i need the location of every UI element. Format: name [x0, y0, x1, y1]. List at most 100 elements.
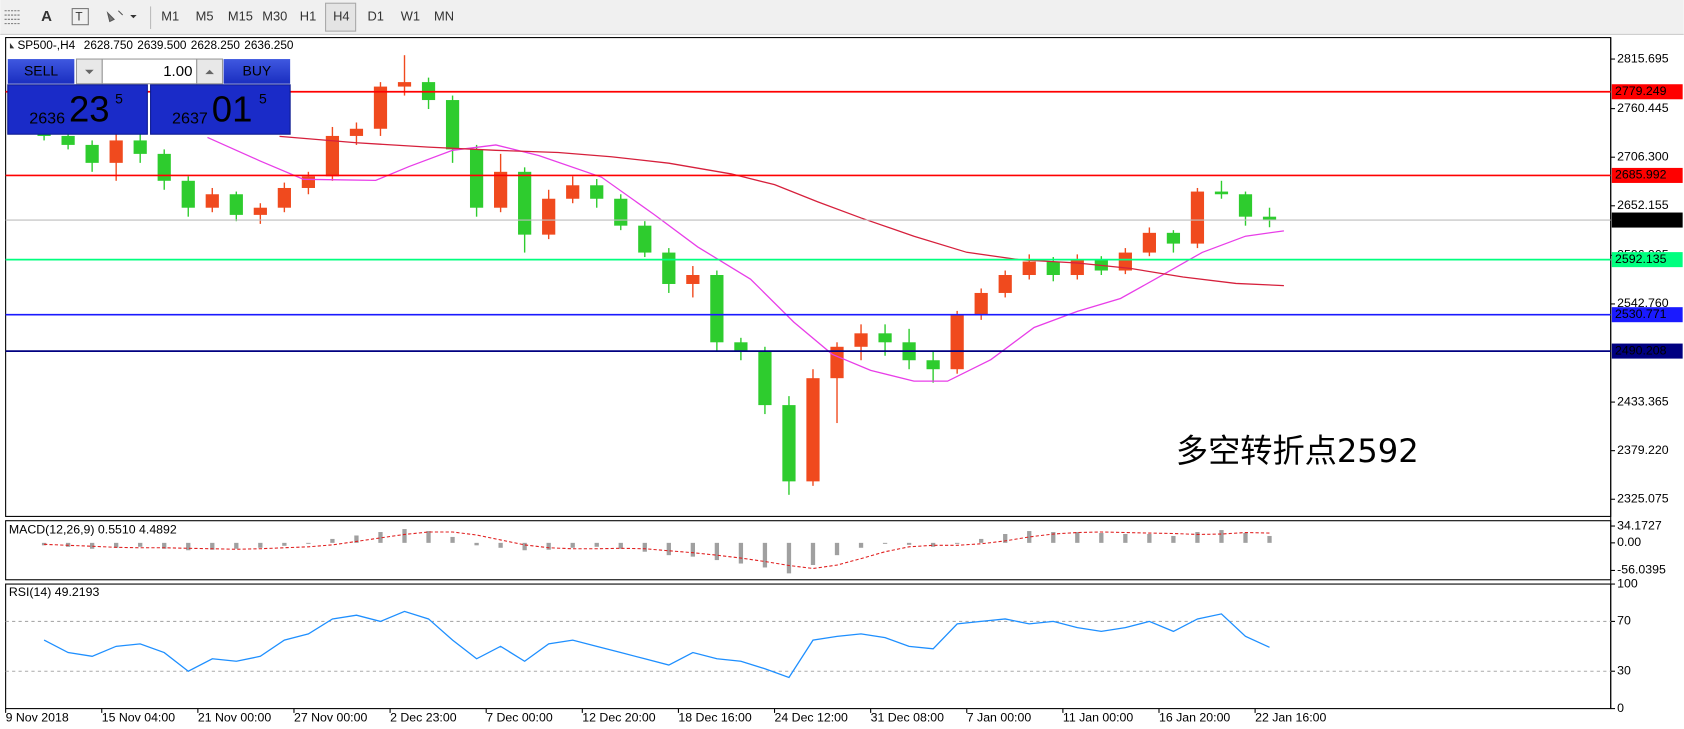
macd-bar [786, 542, 792, 574]
x-tick-label: 27 Nov 00:00 [294, 711, 367, 725]
macd-bar [210, 542, 215, 550]
tool-lines-icon[interactable] [4, 10, 20, 25]
drawing-tools[interactable]: A T [4, 6, 152, 29]
open-price: 2628.750 [84, 38, 134, 52]
tool-label-icon[interactable] [71, 8, 89, 26]
candle-body [926, 360, 940, 370]
x-tick-label: 21 Nov 00:00 [198, 711, 271, 725]
candle-body [494, 171, 508, 208]
price-level-tag [1611, 252, 1683, 268]
macd-bar [1147, 534, 1152, 543]
macd-bar [1267, 535, 1272, 543]
candle-body [734, 342, 748, 352]
macd-bar [474, 542, 479, 546]
macd-bar [882, 542, 888, 544]
timeframe-button[interactable]: W1 [401, 9, 420, 24]
candle-body [518, 171, 532, 235]
tool-arrows-icon[interactable] [106, 10, 124, 23]
macd-bar [1051, 532, 1056, 543]
moving-average [279, 135, 1284, 287]
candle-body [758, 351, 772, 406]
macd-bar [138, 542, 143, 547]
candle-body [614, 198, 628, 226]
candle-body [205, 194, 219, 208]
symbol: SP500-,H4 [17, 38, 75, 52]
candle-body [1118, 252, 1132, 271]
macd-bar [498, 542, 503, 548]
timeframe-button[interactable]: M1 [161, 9, 179, 24]
up-arrow[interactable] [205, 69, 214, 75]
candle-body [878, 333, 892, 343]
sell-label[interactable]: SELL [24, 63, 58, 79]
candle-body [638, 225, 652, 253]
macd-bar [714, 542, 720, 561]
dropdown-arrow[interactable] [130, 15, 137, 19]
lot-value[interactable]: 1.00 [163, 63, 192, 80]
macd-bar [378, 532, 383, 543]
price-level-tag [1611, 212, 1683, 228]
moving-average [207, 136, 1284, 382]
macd-bar [282, 542, 287, 546]
x-tick-label: 7 Dec 00:00 [486, 711, 553, 725]
ask-big: 2637 [172, 109, 208, 127]
ask-small: 5 [259, 91, 267, 107]
macd-bar [690, 542, 695, 557]
candle-body [469, 149, 484, 208]
candle-body [1262, 216, 1277, 221]
timeframe-button[interactable]: M15 [228, 9, 253, 24]
tool-text-icon[interactable]: A [41, 8, 52, 25]
macd-bar [810, 542, 816, 566]
tool-label-glyph: T [75, 9, 82, 23]
y-tick-label: 2379.220 [1617, 443, 1669, 457]
ask-price-box[interactable] [150, 84, 291, 135]
annotation: 多空转折点2592 [1176, 432, 1419, 470]
candle-body [710, 275, 724, 343]
timeframe-button[interactable]: H4 [333, 9, 349, 24]
x-tick-label: 22 Jan 16:00 [1255, 711, 1326, 725]
candle-body [806, 378, 820, 482]
timeframe-button[interactable]: MN [434, 9, 454, 24]
macd-bar [979, 538, 984, 543]
sell-button[interactable] [7, 59, 75, 84]
candle-body [1214, 191, 1229, 195]
macd-bar [666, 542, 671, 556]
bid-price-box[interactable] [7, 84, 148, 135]
active-timeframe-box[interactable] [325, 2, 357, 32]
macd-bar [426, 531, 431, 543]
lot-input[interactable] [101, 58, 198, 85]
macd-bar [858, 542, 864, 548]
timeframe-button[interactable]: M5 [196, 9, 214, 24]
macd-bar [354, 535, 359, 543]
macd-bar [1003, 534, 1008, 543]
price-level-label: 2779.249 [1615, 84, 1667, 98]
down-arrow[interactable] [85, 69, 94, 75]
timeframe-button[interactable]: H1 [300, 9, 316, 24]
macd-bar [546, 542, 551, 550]
candle-body [445, 100, 460, 150]
macd-bar [1219, 530, 1224, 543]
candle-body [349, 128, 364, 136]
candle-body [1190, 191, 1205, 244]
macd-bar [1099, 533, 1104, 543]
y-tick-label: 2706.300 [1617, 149, 1669, 163]
bid-big: 2636 [29, 109, 65, 127]
candle-body [1070, 259, 1084, 276]
macd-bar [522, 542, 527, 551]
timeframe-button[interactable]: M30 [262, 9, 287, 24]
candle-body [325, 135, 340, 177]
candle-body [1166, 232, 1181, 244]
macd-bar [955, 542, 960, 544]
low-price: 2628.250 [191, 38, 241, 52]
timeframe-button[interactable]: D1 [367, 9, 383, 24]
buy-button[interactable] [223, 59, 291, 84]
macd-bar [642, 542, 647, 552]
macd-bar [1195, 532, 1200, 543]
buy-label[interactable]: BUY [243, 63, 272, 79]
macd-bar [450, 536, 455, 543]
x-tick-label: 24 Dec 12:00 [775, 711, 848, 725]
candle-body [854, 333, 868, 347]
macd-bar [89, 542, 95, 549]
candle-body [974, 292, 988, 316]
symbol-icon [9, 42, 15, 49]
